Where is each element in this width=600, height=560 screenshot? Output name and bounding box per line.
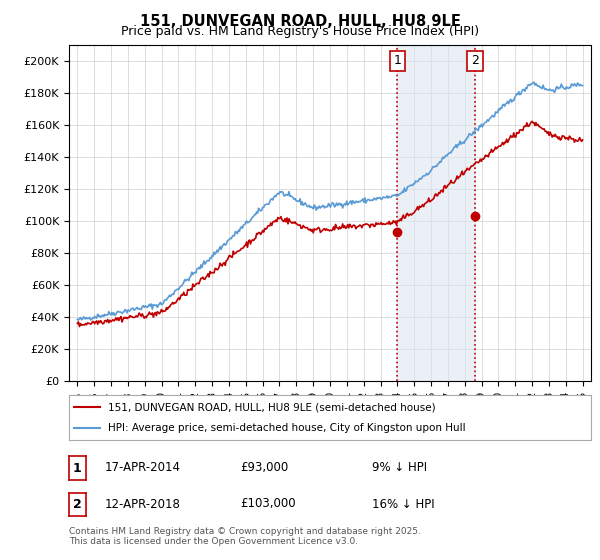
Text: HPI: Average price, semi-detached house, City of Kingston upon Hull: HPI: Average price, semi-detached house,… <box>108 423 466 433</box>
Text: 1: 1 <box>394 54 401 67</box>
Text: 2: 2 <box>73 498 82 511</box>
Text: 17-APR-2014: 17-APR-2014 <box>105 461 181 474</box>
Text: Contains HM Land Registry data © Crown copyright and database right 2025.
This d: Contains HM Land Registry data © Crown c… <box>69 526 421 546</box>
Text: 2: 2 <box>471 54 479 67</box>
Text: 9% ↓ HPI: 9% ↓ HPI <box>372 461 427 474</box>
Bar <box>397 45 475 381</box>
Text: 151, DUNVEGAN ROAD, HULL, HU8 9LE: 151, DUNVEGAN ROAD, HULL, HU8 9LE <box>140 14 460 29</box>
Text: 151, DUNVEGAN ROAD, HULL, HU8 9LE (semi-detached house): 151, DUNVEGAN ROAD, HULL, HU8 9LE (semi-… <box>108 402 436 412</box>
Text: 1: 1 <box>73 461 82 475</box>
Text: 16% ↓ HPI: 16% ↓ HPI <box>372 497 434 511</box>
Text: £93,000: £93,000 <box>240 461 288 474</box>
Text: £103,000: £103,000 <box>240 497 296 511</box>
Text: 12-APR-2018: 12-APR-2018 <box>105 497 181 511</box>
Text: Price paid vs. HM Land Registry's House Price Index (HPI): Price paid vs. HM Land Registry's House … <box>121 25 479 38</box>
